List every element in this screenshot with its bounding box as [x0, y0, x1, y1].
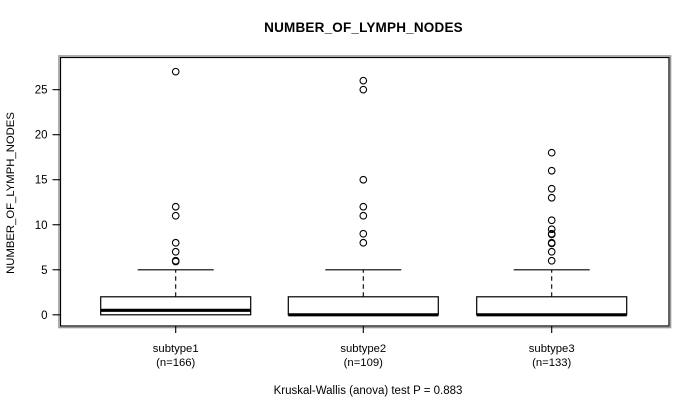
outlier-point [547, 148, 556, 157]
outlier-point [171, 202, 180, 211]
iqr-box [100, 296, 252, 316]
group-n-label: (n=166) [156, 357, 195, 369]
outlier-point [171, 211, 180, 220]
outlier-point [547, 239, 556, 248]
outlier-point [547, 184, 556, 193]
outlier-point [359, 211, 368, 220]
outlier-point [547, 230, 556, 239]
iqr-box [287, 296, 439, 316]
outlier-point [171, 257, 180, 266]
y-tick-label: 5 [41, 265, 47, 277]
outlier-point [359, 76, 368, 85]
outlier-point [547, 166, 556, 175]
outlier-point [359, 202, 368, 211]
outlier-point [171, 247, 180, 256]
y-tick-label: 10 [35, 220, 48, 232]
outlier-point [547, 256, 556, 265]
outlier-point [359, 85, 368, 94]
y-axis-title: NUMBER_OF_LYMPH_NODES [5, 112, 17, 274]
group-n-label: (n=133) [532, 357, 571, 369]
group-label: subtype1 [153, 343, 199, 355]
y-tick-label: 20 [35, 130, 48, 142]
outlier-point [171, 238, 180, 247]
group-label: subtype2 [340, 343, 386, 355]
outlier-point [547, 247, 556, 256]
outlier-point [547, 193, 556, 202]
group-n-label: (n=109) [344, 357, 383, 369]
outlier-point [547, 225, 556, 234]
chart-title: NUMBER_OF_LYMPH_NODES [264, 20, 463, 35]
y-tick-label: 15 [35, 175, 48, 187]
outlier-point [547, 216, 556, 225]
plot-frame [59, 56, 670, 327]
outlier-point [359, 229, 368, 238]
stat-test-caption: Kruskal-Wallis (anova) test P = 0.883 [273, 385, 463, 397]
iqr-box [476, 296, 628, 316]
y-tick-label: 0 [41, 310, 47, 322]
outlier-point [359, 238, 368, 247]
group-label: subtype3 [529, 343, 575, 355]
y-tick-label: 25 [35, 85, 48, 97]
outlier-point [359, 175, 368, 184]
outlier-point [171, 67, 180, 76]
plot-frame-shadow [58, 55, 672, 329]
